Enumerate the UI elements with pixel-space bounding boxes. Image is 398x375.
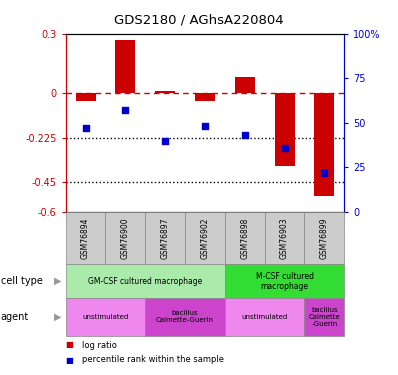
Text: bacillus
Calmette
-Guerin: bacillus Calmette -Guerin [308, 307, 340, 327]
Text: ▶: ▶ [54, 276, 62, 286]
Bar [115, 40, 135, 93]
Text: GSM76899: GSM76899 [320, 217, 329, 259]
Text: GSM76900: GSM76900 [121, 217, 130, 259]
Bar [76, 93, 96, 101]
Text: M-CSF cultured
macrophage: M-CSF cultured macrophage [256, 272, 314, 291]
Bar [195, 93, 215, 101]
Text: log ratio: log ratio [82, 340, 117, 350]
Point [162, 138, 168, 144]
Bar [155, 91, 175, 93]
Text: GSM76903: GSM76903 [280, 217, 289, 259]
Text: cell type: cell type [1, 276, 43, 286]
Text: GSM76902: GSM76902 [201, 217, 209, 259]
Text: GSM76897: GSM76897 [161, 217, 170, 259]
Text: GSM76898: GSM76898 [240, 217, 249, 259]
Text: ■: ■ [66, 356, 74, 364]
Point [281, 145, 288, 151]
Point [82, 125, 89, 131]
Text: GM-CSF cultured macrophage: GM-CSF cultured macrophage [88, 277, 203, 286]
Bar [275, 93, 295, 166]
Text: unstimulated: unstimulated [242, 314, 288, 320]
Text: percentile rank within the sample: percentile rank within the sample [82, 356, 224, 364]
Text: GSM76894: GSM76894 [81, 217, 90, 259]
Point [242, 132, 248, 138]
Text: agent: agent [1, 312, 29, 322]
Text: ▶: ▶ [54, 312, 62, 322]
Point [321, 170, 328, 176]
Point [122, 107, 129, 113]
Text: bacillus
Calmette-Guerin: bacillus Calmette-Guerin [156, 310, 214, 323]
Text: GDS2180 / AGhsA220804: GDS2180 / AGhsA220804 [114, 13, 284, 26]
Bar [314, 93, 334, 196]
Bar [235, 77, 255, 93]
Point [202, 123, 208, 129]
Text: unstimulated: unstimulated [82, 314, 129, 320]
Text: ■: ■ [66, 340, 74, 350]
